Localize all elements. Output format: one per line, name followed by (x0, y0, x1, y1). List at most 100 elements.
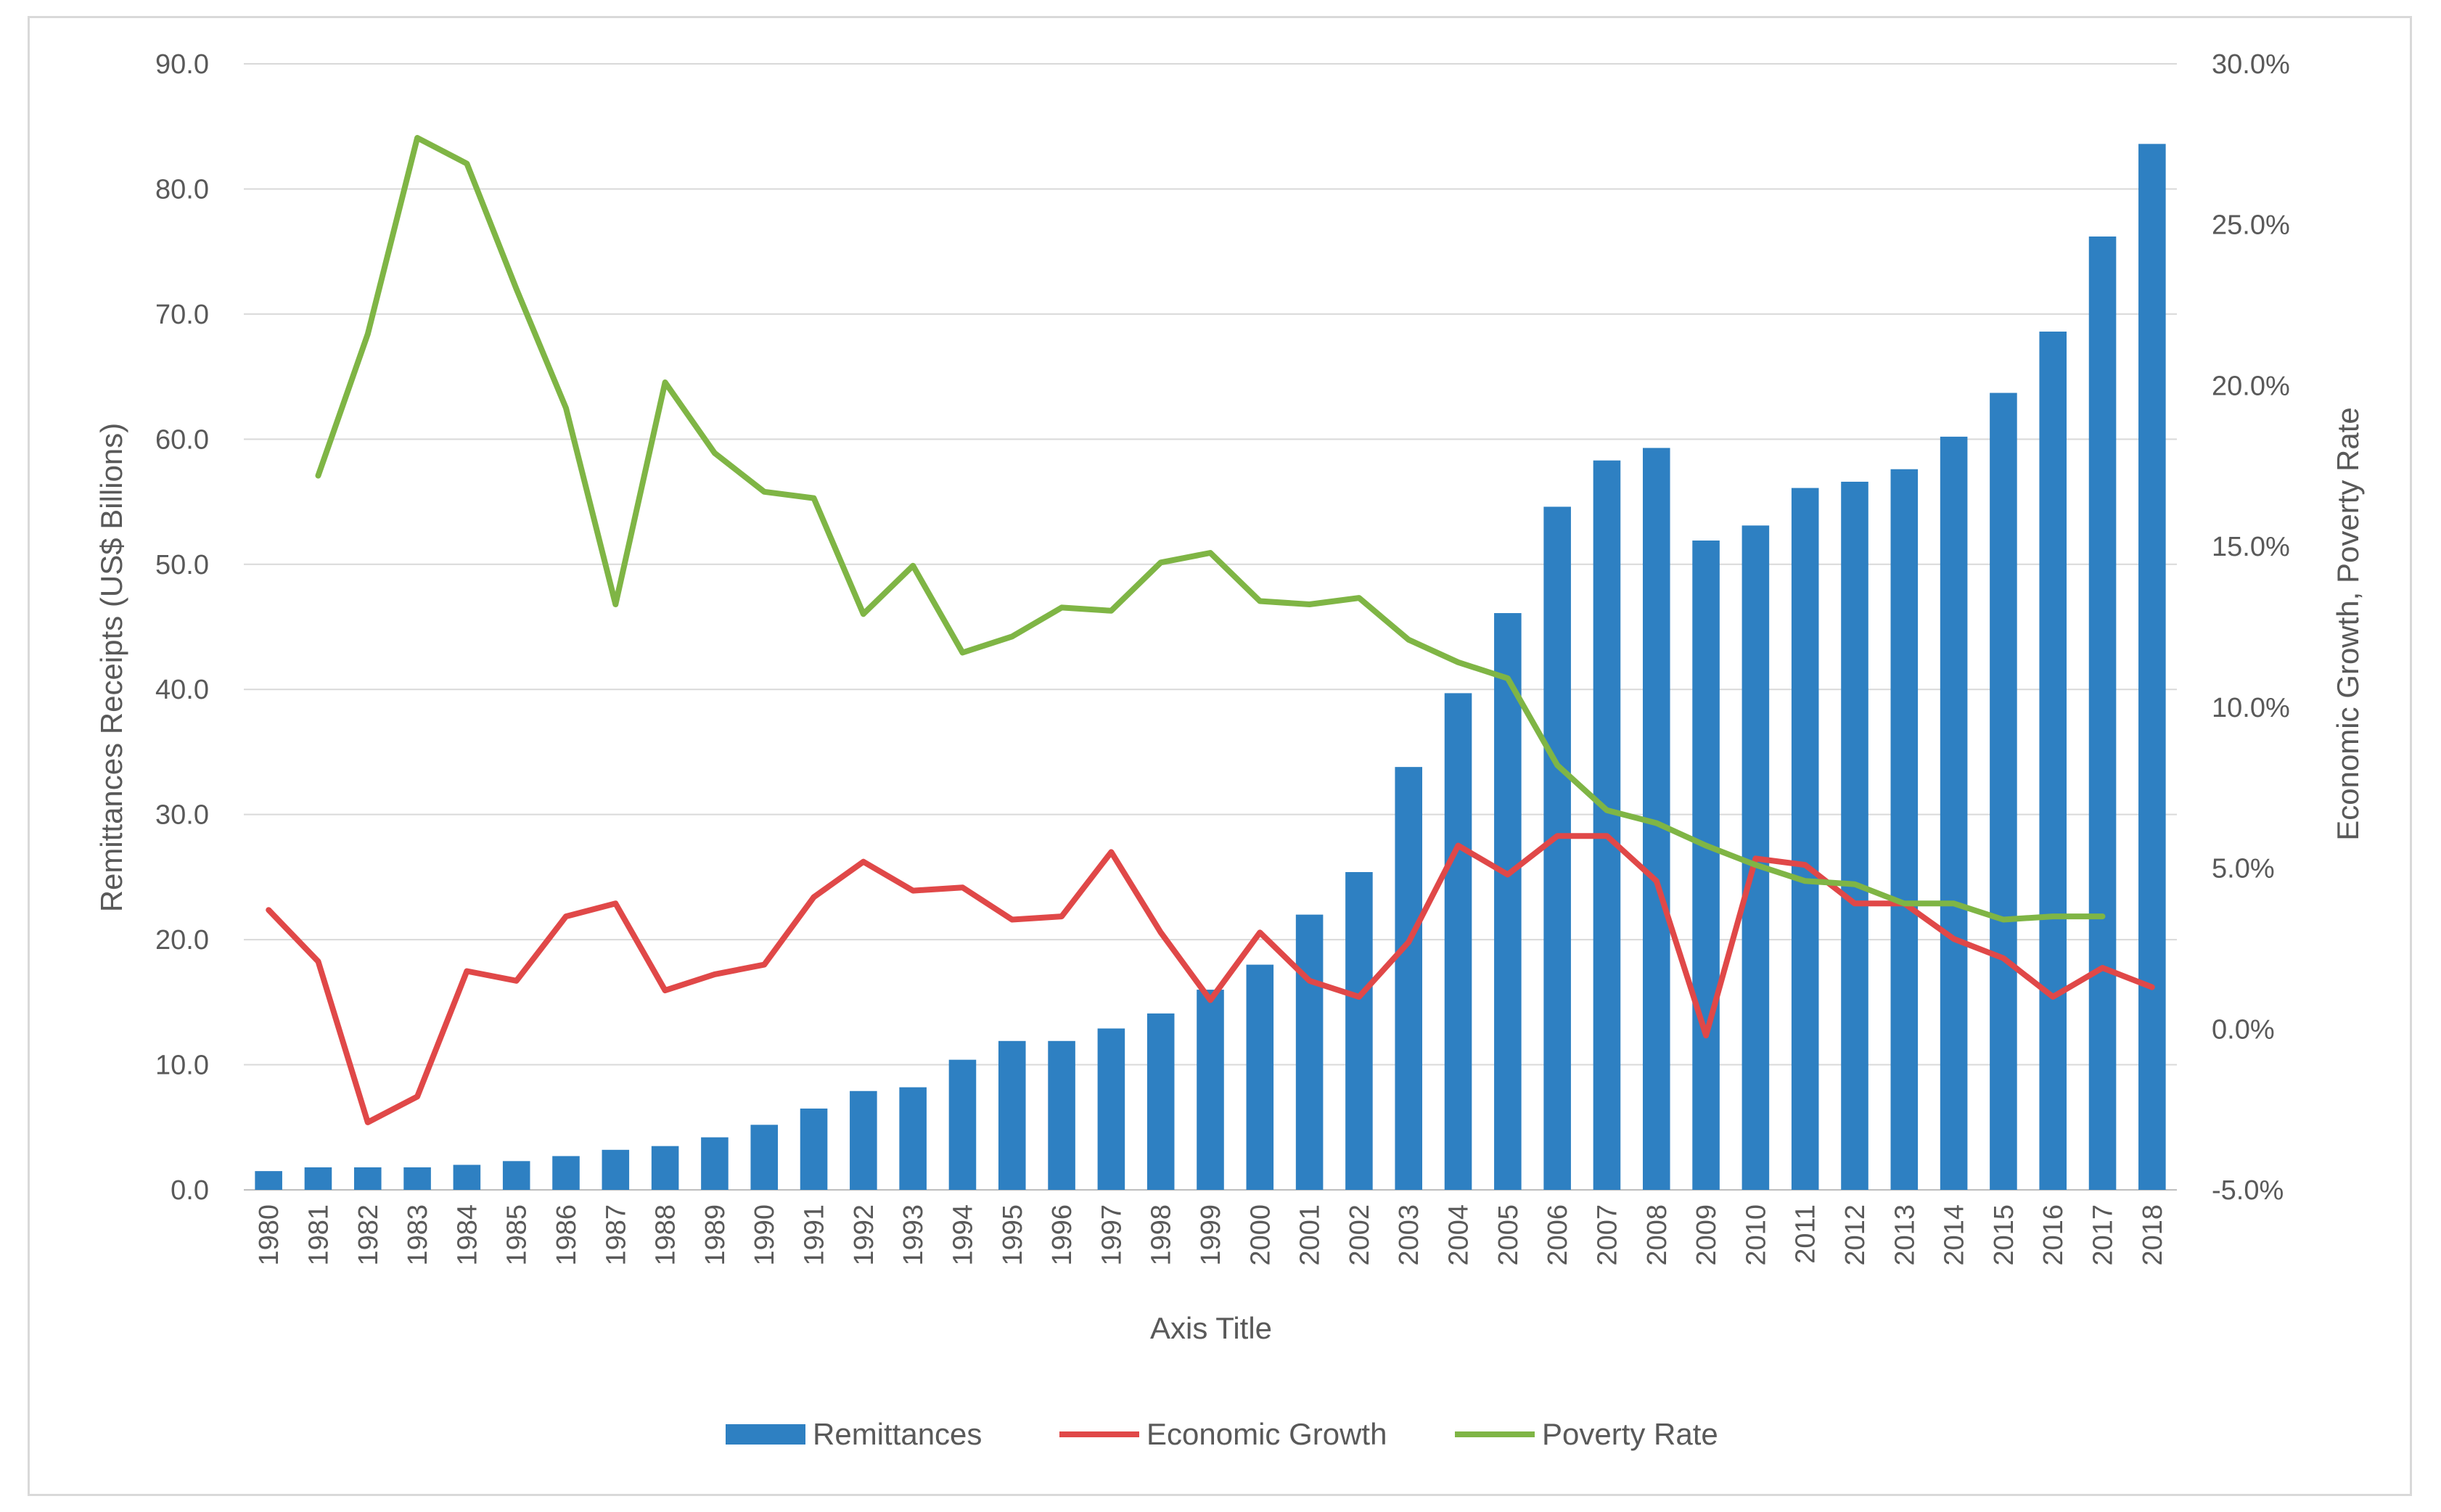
x-tick-label: 1981 (303, 1204, 334, 1266)
bar-2018 (2138, 144, 2166, 1190)
bar-2001 (1295, 914, 1324, 1190)
legend-swatch-remittances (726, 1424, 805, 1445)
x-tick-label: 2006 (1543, 1204, 1573, 1266)
left-axis-ticks: 0.0 10.0 20.0 30.0 40.0 50.0 60.0 70.0 80.0 90.0 (155, 49, 209, 1206)
bar-1980 (255, 1171, 282, 1190)
bar-1991 (800, 1108, 828, 1190)
x-tick-label: 1999 (1196, 1204, 1226, 1266)
x-tick-label: 1980 (254, 1204, 284, 1266)
x-tick-label: 2012 (1840, 1204, 1871, 1266)
bar-2017 (2088, 236, 2117, 1190)
x-tick-label: 2009 (1691, 1204, 1722, 1266)
left-tick-label: 90.0 (155, 49, 209, 80)
bar-1986 (552, 1156, 580, 1190)
x-tick-label: 1994 (948, 1204, 978, 1266)
bar-1987 (602, 1149, 630, 1190)
remittances-bars (255, 144, 2166, 1191)
bar-2011 (1791, 488, 1819, 1190)
x-tick-label: 2011 (1791, 1204, 1821, 1264)
x-tick-label: 1998 (1146, 1204, 1177, 1266)
x-tick-label: 1985 (502, 1204, 533, 1266)
left-tick-label: 60.0 (155, 424, 209, 455)
left-tick-label: 80.0 (155, 174, 209, 205)
x-tick-label: 2014 (1940, 1204, 1970, 1266)
x-tick-label: 1982 (353, 1204, 384, 1266)
economic-growth-line (266, 833, 2155, 1125)
right-tick-label: 0.0% (2212, 1014, 2275, 1045)
x-tick-label: 1990 (750, 1204, 780, 1266)
x-tick-label: 1987 (601, 1204, 631, 1266)
bar-1984 (453, 1164, 481, 1190)
x-tick-label: 1996 (1047, 1204, 1078, 1266)
bar-1999 (1197, 990, 1224, 1190)
x-tick-label: 2013 (1890, 1204, 1920, 1266)
bar-2007 (1593, 460, 1621, 1190)
x-tick-label: 1986 (551, 1204, 582, 1266)
right-tick-label: 5.0% (2212, 854, 2275, 884)
bar-1990 (750, 1125, 779, 1190)
bar-1994 (948, 1059, 977, 1190)
bar-1993 (899, 1087, 927, 1190)
x-tick-label: 2015 (1989, 1204, 2019, 1266)
x-tick-label: 1983 (403, 1204, 433, 1266)
bar-2002 (1345, 871, 1373, 1190)
bar-2005 (1494, 613, 1522, 1190)
bar-2013 (1890, 469, 1919, 1190)
x-tick-label: 1993 (898, 1204, 929, 1266)
bar-2014 (1940, 436, 1968, 1190)
legend: Remittances Economic Growth Poverty Rate (726, 1417, 1718, 1451)
x-tick-label: 2005 (1493, 1204, 1524, 1266)
right-tick-label: 30.0% (2212, 49, 2290, 80)
bar-1985 (502, 1161, 530, 1190)
right-tick-label: -5.0% (2212, 1175, 2284, 1206)
legend-label-poverty-rate: Poverty Rate (1542, 1417, 1718, 1451)
bar-2004 (1444, 693, 1472, 1190)
x-tick-label: 2016 (2038, 1204, 2069, 1266)
x-tick-label: 1989 (700, 1204, 731, 1266)
left-tick-label: 30.0 (155, 800, 209, 831)
x-tick-label: 1988 (651, 1204, 681, 1266)
bar-2012 (1841, 481, 1868, 1190)
right-axis-title: Economic Growth, Poverty Rate (2331, 407, 2365, 841)
bar-1995 (998, 1040, 1026, 1190)
bar-1988 (651, 1146, 679, 1190)
left-tick-label: 20.0 (155, 925, 209, 956)
bar-1981 (304, 1167, 332, 1190)
right-tick-label: 10.0% (2212, 693, 2290, 723)
bar-1998 (1146, 1013, 1175, 1190)
bar-1992 (850, 1090, 877, 1190)
x-tick-label: 2000 (1245, 1204, 1276, 1266)
legend-label-remittances: Remittances (813, 1417, 982, 1451)
left-tick-label: 40.0 (155, 675, 209, 705)
x-tick-label: 1997 (1096, 1204, 1127, 1266)
x-tick-label: 2001 (1295, 1204, 1326, 1266)
x-tick-label: 2004 (1444, 1204, 1474, 1266)
bar-2006 (1543, 506, 1571, 1190)
right-tick-label: 25.0% (2212, 210, 2290, 241)
x-tick-label: 2002 (1345, 1204, 1375, 1266)
bar-2009 (1692, 541, 1720, 1190)
bar-1996 (1048, 1040, 1075, 1190)
x-tick-label: 2003 (1394, 1204, 1424, 1266)
left-tick-label: 70.0 (155, 300, 209, 330)
bar-2015 (1990, 393, 2017, 1191)
x-tick-label: 1992 (849, 1204, 879, 1266)
line-series (266, 135, 2155, 1125)
bar-2016 (2039, 332, 2067, 1190)
bar-2003 (1395, 767, 1423, 1190)
bar-1989 (701, 1137, 729, 1190)
bar-2000 (1246, 964, 1274, 1190)
left-tick-label: 0.0 (171, 1175, 209, 1206)
left-axis-title: Remittances Receipts (US$ Billions) (94, 423, 128, 913)
right-tick-label: 20.0% (2212, 371, 2290, 401)
legend-label-economic-growth: Economic Growth (1146, 1417, 1387, 1451)
bar-1997 (1097, 1028, 1125, 1190)
x-tick-label: 2008 (1642, 1204, 1673, 1266)
right-tick-label: 15.0% (2212, 532, 2290, 562)
bar-1982 (353, 1167, 382, 1190)
right-axis-ticks: -5.0% 0.0% 5.0% 10.0% 15.0% 20.0% 25.0% 30.0% (2212, 49, 2290, 1206)
x-tick-label: 2017 (2088, 1204, 2119, 1266)
x-tick-label: 2007 (1592, 1204, 1622, 1266)
x-tick-label: 2018 (2138, 1204, 2168, 1266)
